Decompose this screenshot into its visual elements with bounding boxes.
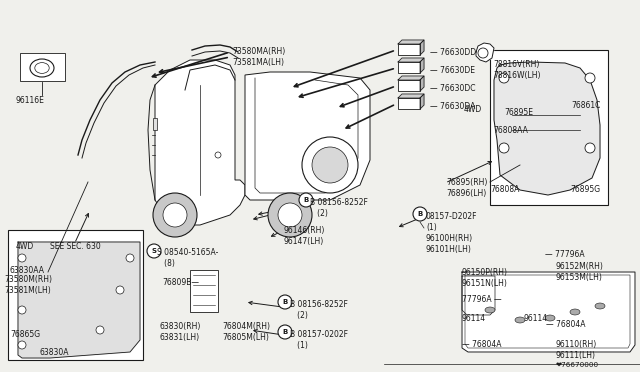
Circle shape <box>278 203 302 227</box>
Circle shape <box>413 207 427 221</box>
Text: 96116E: 96116E <box>16 96 45 105</box>
Text: 63830AA: 63830AA <box>10 266 45 275</box>
Polygon shape <box>476 43 494 62</box>
Circle shape <box>478 48 488 58</box>
Bar <box>398 98 420 109</box>
Circle shape <box>96 326 104 334</box>
Text: — 76630DA: — 76630DA <box>430 102 476 111</box>
Circle shape <box>116 286 124 294</box>
Text: 08157-D202F
(1): 08157-D202F (1) <box>426 212 477 232</box>
Polygon shape <box>420 76 424 91</box>
Text: — 76630DE: — 76630DE <box>430 66 475 75</box>
Polygon shape <box>420 58 424 73</box>
Text: — 76804A: — 76804A <box>546 320 586 329</box>
Text: 76804M(RH)
76805M(LH): 76804M(RH) 76805M(LH) <box>222 322 270 342</box>
Circle shape <box>18 254 26 262</box>
Text: 4WD: 4WD <box>16 242 35 251</box>
Text: 76808A: 76808A <box>490 185 520 194</box>
Ellipse shape <box>595 303 605 309</box>
Text: 76895(RH)
76896(LH): 76895(RH) 76896(LH) <box>446 178 488 198</box>
Text: 73580M(RH)
73581M(LH): 73580M(RH) 73581M(LH) <box>4 275 52 295</box>
Bar <box>153 118 157 130</box>
Text: 76808AA: 76808AA <box>493 126 528 135</box>
Text: B: B <box>282 299 287 305</box>
Text: 76895G: 76895G <box>570 185 600 194</box>
Circle shape <box>278 295 292 309</box>
Circle shape <box>299 193 313 207</box>
Text: — 77796A: — 77796A <box>545 250 584 259</box>
Circle shape <box>18 341 26 349</box>
Text: 77796A —: 77796A — <box>462 295 502 304</box>
Bar <box>398 80 420 91</box>
Bar <box>20 53 65 81</box>
Text: 63830(RH)
63831(LH): 63830(RH) 63831(LH) <box>160 322 202 342</box>
Text: B: B <box>282 329 287 335</box>
Text: 96114: 96114 <box>462 314 486 323</box>
Text: — 76630DC: — 76630DC <box>430 84 476 93</box>
Ellipse shape <box>545 315 555 321</box>
Text: 73580MA(RH)
73581MA(LH): 73580MA(RH) 73581MA(LH) <box>232 47 285 67</box>
Ellipse shape <box>485 307 495 313</box>
Text: 78816V(RH)
78816W(LH): 78816V(RH) 78816W(LH) <box>493 60 541 80</box>
Circle shape <box>302 137 358 193</box>
Text: S: S <box>152 248 157 254</box>
Text: 96110(RH)
96111(LH): 96110(RH) 96111(LH) <box>556 340 597 360</box>
Text: 96114: 96114 <box>524 314 548 323</box>
Circle shape <box>153 193 197 237</box>
Text: 63830A: 63830A <box>40 348 70 357</box>
Text: — 76804A: — 76804A <box>462 340 502 349</box>
Polygon shape <box>398 76 424 80</box>
Circle shape <box>268 193 312 237</box>
Circle shape <box>18 306 26 314</box>
Circle shape <box>147 244 161 258</box>
Circle shape <box>585 73 595 83</box>
Circle shape <box>499 143 509 153</box>
Circle shape <box>163 203 187 227</box>
Bar <box>190 270 218 312</box>
Text: 96152M(RH)
96153M(LH): 96152M(RH) 96153M(LH) <box>556 262 604 282</box>
Polygon shape <box>18 242 140 358</box>
Bar <box>490 50 608 205</box>
Polygon shape <box>494 62 600 195</box>
Text: 76895E: 76895E <box>504 108 533 117</box>
Circle shape <box>126 254 134 262</box>
Ellipse shape <box>515 317 525 323</box>
Text: SEE SEC. 630: SEE SEC. 630 <box>50 242 100 251</box>
Text: 76809B—: 76809B— <box>162 278 199 287</box>
Circle shape <box>499 73 509 83</box>
Bar <box>398 62 420 73</box>
Circle shape <box>585 143 595 153</box>
Text: 76861C: 76861C <box>571 101 600 110</box>
Polygon shape <box>155 60 245 225</box>
Bar <box>8 230 143 360</box>
Text: — 76630DD: — 76630DD <box>430 48 476 57</box>
Polygon shape <box>245 72 370 200</box>
Bar <box>398 44 420 55</box>
Ellipse shape <box>570 309 580 315</box>
Text: 96100H(RH)
96101H(LH): 96100H(RH) 96101H(LH) <box>426 234 473 254</box>
Circle shape <box>312 147 348 183</box>
Text: 76865G: 76865G <box>10 330 40 339</box>
Text: 4WD: 4WD <box>464 105 483 114</box>
Text: B 08156-8252F
   (2): B 08156-8252F (2) <box>290 300 348 320</box>
Polygon shape <box>398 94 424 98</box>
Polygon shape <box>398 58 424 62</box>
Text: B 08156-8252F
   (2): B 08156-8252F (2) <box>310 198 368 218</box>
Text: S 08540-5165A-
   (8): S 08540-5165A- (8) <box>157 248 218 268</box>
Text: B: B <box>417 211 422 217</box>
Text: B: B <box>303 197 308 203</box>
Text: 96146(RH)
96147(LH): 96146(RH) 96147(LH) <box>284 226 325 246</box>
Ellipse shape <box>30 59 54 77</box>
Polygon shape <box>398 40 424 44</box>
Text: B 08157-0202F
   (1): B 08157-0202F (1) <box>290 330 348 350</box>
Circle shape <box>278 325 292 339</box>
Text: 96150P(RH)
96151N(LH): 96150P(RH) 96151N(LH) <box>462 268 508 288</box>
Circle shape <box>215 152 221 158</box>
Polygon shape <box>420 40 424 55</box>
Polygon shape <box>420 94 424 109</box>
Polygon shape <box>462 272 635 352</box>
Text: ❤76670000: ❤76670000 <box>556 362 599 368</box>
